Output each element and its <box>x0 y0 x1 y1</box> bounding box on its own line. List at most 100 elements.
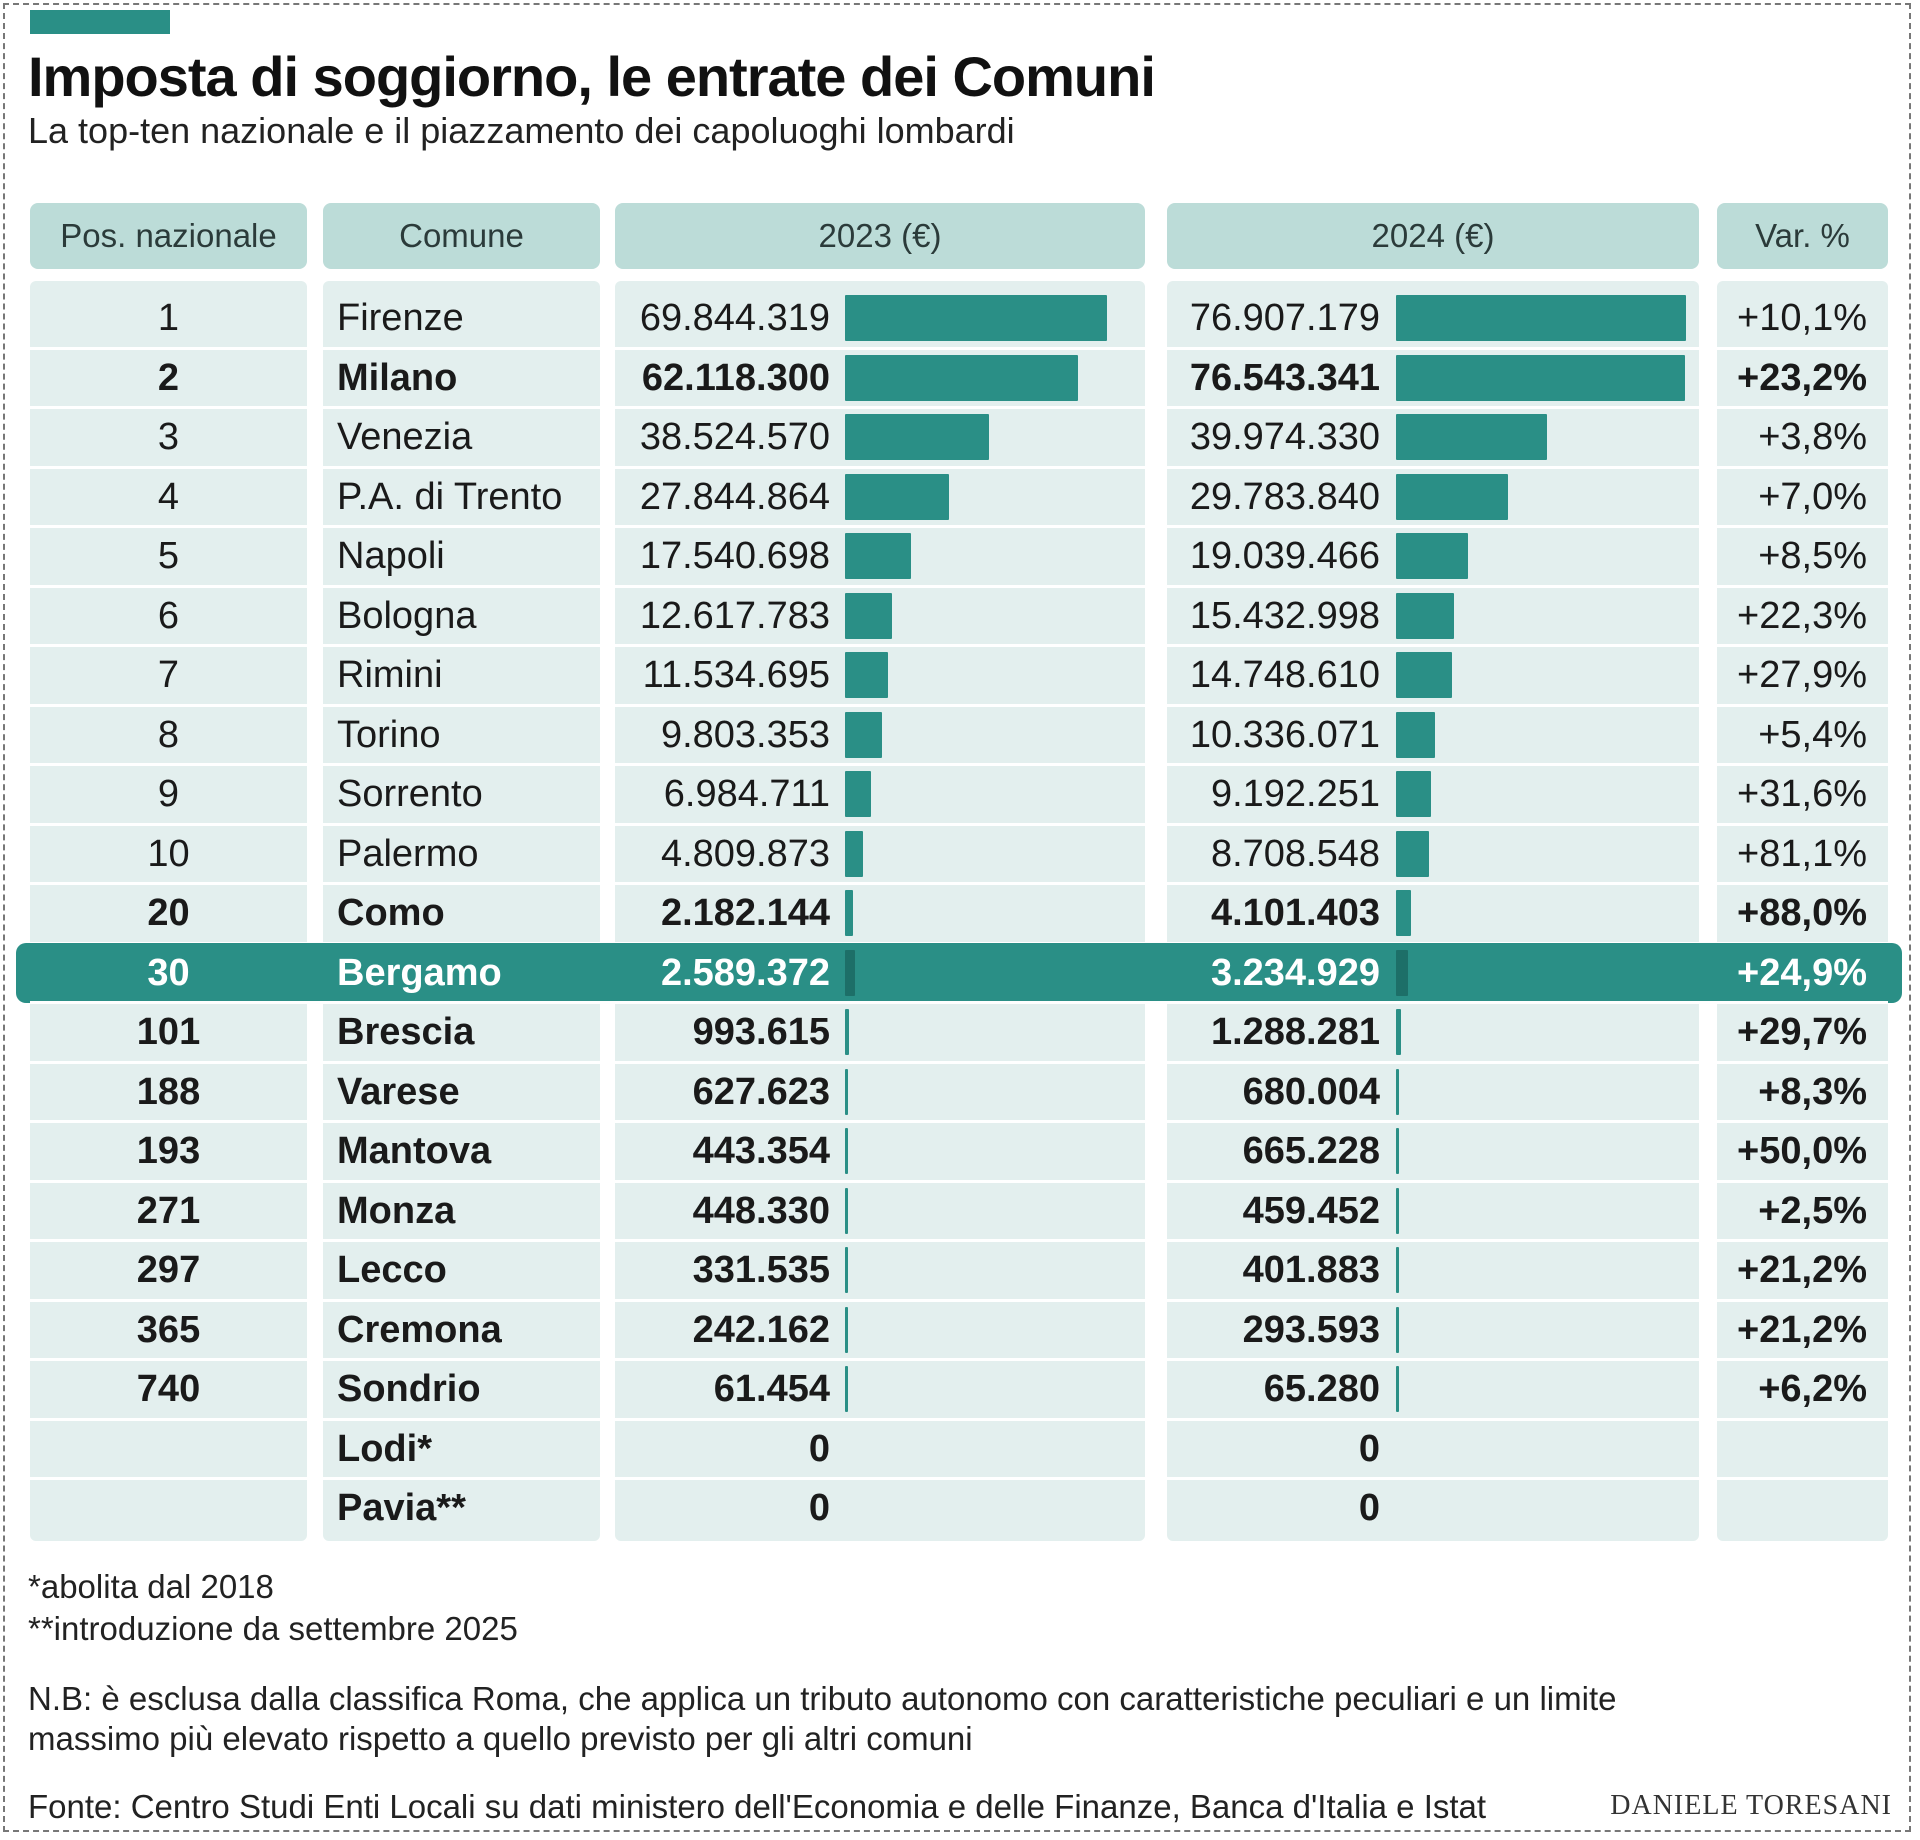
row-position: 101 <box>136 1011 201 1053</box>
chart-title: Imposta di soggiorno, le entrate dei Com… <box>28 45 1156 108</box>
row-position <box>30 1479 307 1538</box>
row-value-2023: 62.118.300 <box>641 357 830 399</box>
row-value-2023: 9.803.353 <box>660 714 830 756</box>
row-divider <box>30 1120 1888 1123</box>
row-comune: Varese <box>337 1071 460 1113</box>
row-value-2024: 15.432.998 <box>1189 595 1380 637</box>
row-variation: +50,0% <box>1737 1130 1867 1172</box>
bar-2023 <box>845 890 854 936</box>
row-value-2024: 1.288.281 <box>1210 1011 1380 1053</box>
row-value-2024: 39.974.330 <box>1189 416 1380 458</box>
source-line: Fonte: Centro Studi Enti Locali su dati … <box>28 1788 1487 1825</box>
row-position: 30 <box>147 952 190 994</box>
row-comune: Bologna <box>337 595 477 637</box>
row-divider <box>30 525 1888 528</box>
row-comune: Bergamo <box>337 952 502 994</box>
row-position: 5 <box>157 535 180 577</box>
row-value-2024: 459.452 <box>1242 1190 1380 1232</box>
row-position: 188 <box>136 1071 201 1113</box>
footnote-pavia: **introduzione da settembre 2025 <box>28 1610 518 1647</box>
bar-2024 <box>1396 1307 1399 1353</box>
row-value-2024: 3.234.929 <box>1210 952 1380 994</box>
row-divider <box>30 347 1888 350</box>
row-value-2023: 2.589.372 <box>660 952 830 994</box>
bar-2023 <box>845 1307 848 1353</box>
bar-2024 <box>1396 950 1409 996</box>
row-value-2024: 293.593 <box>1242 1309 1380 1351</box>
bar-2023 <box>845 652 889 698</box>
row-variation: +21,2% <box>1737 1309 1867 1351</box>
row-value-2024: 10.336.071 <box>1189 714 1380 756</box>
row-comune: Mantova <box>337 1130 492 1172</box>
row-comune: Cremona <box>337 1309 502 1351</box>
row-value-2023: 11.534.695 <box>642 654 830 696</box>
bar-2023 <box>845 355 1078 401</box>
row-divider <box>30 823 1888 826</box>
row-variation: +23,2% <box>1737 357 1867 399</box>
bar-2024 <box>1396 1247 1399 1293</box>
row-position: 3 <box>157 416 180 458</box>
row-comune: Torino <box>337 714 441 756</box>
row-comune: Napoli <box>337 535 445 577</box>
row-variation: +8,5% <box>1758 535 1867 577</box>
row-variation <box>1717 1479 1867 1538</box>
row-position: 20 <box>147 892 190 934</box>
row-value-2024: 9.192.251 <box>1210 773 1380 815</box>
bar-2023 <box>845 1069 848 1115</box>
bar-2023 <box>845 533 911 579</box>
row-comune: Milano <box>337 357 458 399</box>
row-position: 740 <box>136 1368 201 1410</box>
bar-2024 <box>1396 355 1685 401</box>
row-divider <box>30 585 1888 588</box>
row-divider <box>30 763 1888 766</box>
row-value-2023: 27.844.864 <box>639 476 830 518</box>
row-comune: P.A. di Trento <box>337 476 563 518</box>
row-value-2024: 29.783.840 <box>1189 476 1380 518</box>
row-value-2023: 627.623 <box>692 1071 830 1113</box>
row-value-2023: 242.162 <box>692 1309 830 1351</box>
row-value-2024: 65.280 <box>1263 1368 1380 1410</box>
bar-2024 <box>1396 1069 1399 1115</box>
row-position: 1 <box>157 297 180 339</box>
row-value-2024: 8.708.548 <box>1210 833 1380 875</box>
row-variation: +6,2% <box>1758 1368 1867 1410</box>
row-position: 7 <box>157 654 180 696</box>
row-value-2023: 17.540.698 <box>639 535 830 577</box>
row-comune: Firenze <box>337 297 464 339</box>
row-comune: Brescia <box>337 1011 475 1053</box>
row-divider <box>30 1358 1888 1361</box>
row-value-2024: 680.004 <box>1242 1071 1380 1113</box>
row-value-2023: 12.617.783 <box>639 595 830 637</box>
bar-2023 <box>845 474 950 520</box>
row-variation: +21,2% <box>1737 1249 1867 1291</box>
row-divider <box>30 1061 1888 1064</box>
row-value-2023: 0 <box>808 1487 830 1529</box>
row-value-2023: 443.354 <box>692 1130 830 1172</box>
row-value-2023: 61.454 <box>713 1368 830 1410</box>
bar-2024 <box>1396 295 1686 341</box>
row-comune: Lodi* <box>337 1428 432 1470</box>
bar-2023 <box>845 1188 848 1234</box>
bar-2023 <box>845 1009 849 1055</box>
bar-2024 <box>1396 1188 1399 1234</box>
bar-2023 <box>845 712 882 758</box>
row-variation: +27,9% <box>1737 654 1867 696</box>
bar-2023 <box>845 295 1107 341</box>
row-variation <box>1717 1420 1867 1479</box>
row-position: 297 <box>136 1249 201 1291</box>
bar-2024 <box>1396 1128 1399 1174</box>
row-divider <box>30 1299 1888 1302</box>
note-roma-line1: N.B: è esclusa dalla classifica Roma, ch… <box>28 1680 1617 1717</box>
row-value-2023: 993.615 <box>692 1011 830 1053</box>
bar-2024 <box>1396 890 1412 936</box>
bar-2024 <box>1396 593 1455 639</box>
bar-2023 <box>845 1366 848 1412</box>
bar-2024 <box>1396 712 1435 758</box>
bar-2024 <box>1396 1366 1399 1412</box>
row-position: 271 <box>136 1190 201 1232</box>
row-value-2024: 4.101.403 <box>1210 892 1380 934</box>
row-value-2023: 448.330 <box>692 1190 830 1232</box>
row-variation: +8,3% <box>1758 1071 1867 1113</box>
bar-2023 <box>845 593 893 639</box>
row-comune: Como <box>337 892 445 934</box>
